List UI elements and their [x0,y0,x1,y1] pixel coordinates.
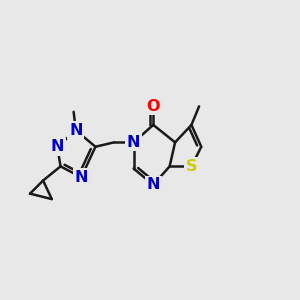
Text: N: N [127,135,140,150]
Text: N: N [50,139,64,154]
Text: S: S [186,159,197,174]
Text: O: O [146,99,160,114]
Text: N: N [69,123,82,138]
Text: N: N [146,177,160,192]
Text: N: N [74,170,88,185]
